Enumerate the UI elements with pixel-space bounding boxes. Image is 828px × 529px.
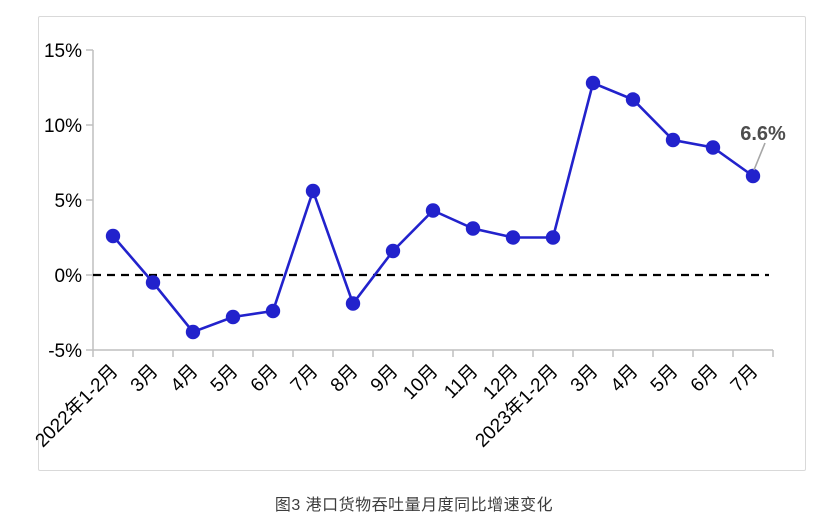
x-axis-label: 10月 bbox=[399, 361, 442, 404]
data-point-marker bbox=[705, 140, 721, 155]
data-point-marker bbox=[625, 92, 641, 107]
data-point-marker bbox=[745, 168, 761, 184]
x-axis-label: 3月 bbox=[567, 361, 603, 397]
data-point-marker bbox=[305, 183, 321, 199]
x-axis-label: 7月 bbox=[287, 361, 323, 397]
data-point-marker bbox=[265, 303, 281, 319]
data-point-marker bbox=[185, 324, 201, 340]
data-point-marker bbox=[345, 296, 361, 311]
data-point-marker bbox=[545, 230, 561, 245]
chart-caption: 图3 港口货物吞吐量月度同比增速变化 bbox=[274, 497, 554, 514]
y-axis-label: 0% bbox=[55, 266, 83, 287]
end-value-label: 6.6% bbox=[740, 123, 786, 145]
data-point-marker bbox=[385, 243, 401, 259]
x-axis-label: 4月 bbox=[167, 361, 203, 397]
data-point-marker bbox=[665, 132, 681, 148]
x-axis-label: 11月 bbox=[440, 361, 482, 403]
x-axis-label: 6月 bbox=[687, 361, 723, 397]
x-axis-label: 3月 bbox=[127, 361, 163, 397]
data-point-marker bbox=[425, 203, 441, 218]
data-point-marker bbox=[505, 230, 521, 245]
data-point-marker bbox=[585, 75, 601, 91]
data-point-marker bbox=[225, 309, 241, 325]
data-point-marker bbox=[465, 221, 481, 236]
x-axis-label: 2022年1-2月 bbox=[31, 360, 123, 452]
y-axis-label: -5% bbox=[48, 341, 82, 362]
x-axis-label: 5月 bbox=[207, 361, 243, 397]
y-axis-label: 10% bbox=[44, 116, 82, 137]
chart-frame bbox=[38, 16, 806, 471]
data-point-marker bbox=[145, 275, 161, 290]
data-point-marker bbox=[105, 228, 121, 244]
end-label-leader-line bbox=[753, 142, 766, 171]
y-axis-label: 15% bbox=[44, 41, 82, 62]
x-axis-label: 7月 bbox=[727, 361, 763, 397]
x-axis-label: 4月 bbox=[607, 361, 643, 397]
y-axis-label: 5% bbox=[55, 191, 83, 212]
x-axis-label: 6月 bbox=[247, 361, 283, 397]
x-axis-label: 5月 bbox=[647, 361, 683, 397]
x-axis-label: 9月 bbox=[367, 361, 403, 397]
x-axis-label: 8月 bbox=[327, 361, 363, 397]
